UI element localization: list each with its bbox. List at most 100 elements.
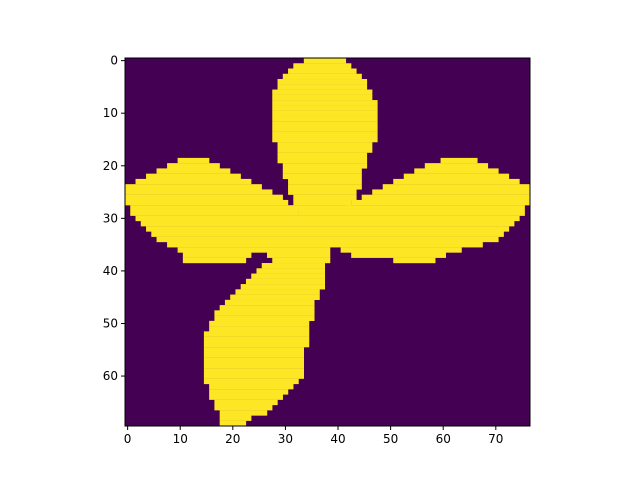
heatmap-cell-run xyxy=(282,163,368,169)
heatmap-cells xyxy=(125,58,531,427)
heatmap-cell-run xyxy=(209,383,294,390)
heatmap-cell-run xyxy=(135,178,252,185)
heatmap-cell-run xyxy=(156,236,499,243)
heatmap-cell-run xyxy=(135,215,520,222)
heatmap-cell-run xyxy=(288,68,357,74)
y-tick-label: 40 xyxy=(103,264,118,278)
heatmap-cell-run xyxy=(277,152,368,159)
heatmap-cell-run xyxy=(277,79,368,85)
heatmap-cell-run xyxy=(167,163,220,169)
heatmap-cell-run xyxy=(151,231,504,237)
heatmap-cell-run xyxy=(182,257,247,264)
x-tick-label: 30 xyxy=(278,432,293,446)
heatmap-cell-run xyxy=(203,378,299,385)
heatmap-cell-run xyxy=(214,399,278,406)
heatmap-cell-run xyxy=(393,178,520,185)
heatmap-cell-run xyxy=(288,189,357,195)
x-tick-label: 60 xyxy=(436,432,451,446)
x-tick-label: 20 xyxy=(225,432,240,446)
heatmap-cell-run xyxy=(219,415,252,421)
heatmap-cell-run xyxy=(272,257,331,264)
heatmap-cell-run xyxy=(209,394,283,400)
heatmap-cell-run xyxy=(251,273,326,279)
x-tick-label: 50 xyxy=(383,432,398,446)
heatmap-cell-run xyxy=(125,189,273,195)
heatmap-cell-run xyxy=(156,168,231,174)
heatmap-cell-run xyxy=(277,157,368,164)
heatmap-cell-run xyxy=(125,199,289,206)
heatmap-cell-run xyxy=(393,257,436,264)
heatmap-cell-run xyxy=(272,89,373,95)
heatmap-cell-run xyxy=(298,210,347,216)
y-tick-label: 30 xyxy=(103,211,118,225)
heatmap-cell-run xyxy=(382,184,531,190)
heatmap-cell-run xyxy=(214,404,273,411)
heatmap-cell-run xyxy=(440,157,478,164)
heatmap-cell-run xyxy=(272,121,378,127)
heatmap-cell-run xyxy=(282,173,362,180)
heatmap-cell-run xyxy=(282,168,362,174)
heatmap-cell-run xyxy=(293,199,352,206)
heatmap-cell-run xyxy=(203,331,310,337)
heatmap-cell-run xyxy=(245,278,326,285)
heatmap-cell-run xyxy=(203,336,310,343)
heatmap-cell-run xyxy=(209,389,289,395)
heatmap-cell-run xyxy=(272,131,378,138)
heatmap-cell-run xyxy=(282,73,362,80)
heatmap-cell-run xyxy=(177,157,210,164)
y-axis: 0 10 20 30 40 50 60 xyxy=(103,54,125,383)
heatmap-cell-run xyxy=(130,210,299,216)
heatmap-cell-run xyxy=(267,252,331,258)
heatmap-cell-run xyxy=(351,199,531,206)
heatmap-cell-run xyxy=(214,310,315,316)
heatmap-cell-run xyxy=(303,58,347,64)
x-tick-label: 40 xyxy=(330,432,345,446)
heatmap-cell-run xyxy=(203,347,304,353)
heatmap-cell-run xyxy=(345,210,525,216)
heatmap-cell-run xyxy=(361,194,531,201)
x-tick-label: 0 xyxy=(124,432,132,446)
heatmap-cell-run xyxy=(288,178,362,185)
heatmap-cell-run xyxy=(203,362,304,369)
heatmap-cell-run xyxy=(272,100,378,106)
y-tick-label: 50 xyxy=(103,316,118,330)
x-tick-label: 10 xyxy=(173,432,188,446)
heatmap-cell-run xyxy=(167,242,483,248)
heatmap-cell-run xyxy=(372,189,531,195)
heatmap-cell-run xyxy=(277,147,373,153)
heatmap-cell-run xyxy=(203,341,310,348)
heatmap-cell-run xyxy=(130,205,294,211)
heatmap-cell-run xyxy=(224,299,315,306)
heatmap-cell-run xyxy=(182,252,252,258)
plot-frame xyxy=(124,57,531,427)
y-tick-label: 10 xyxy=(103,106,118,120)
heatmap-cell-run xyxy=(125,194,283,201)
heatmap-cell-run xyxy=(293,205,352,211)
heatmap-cell-run xyxy=(203,352,304,358)
x-axis: 0 10 20 30 40 50 60 70 xyxy=(124,426,503,446)
heatmap-cell-run xyxy=(272,105,378,111)
heatmap-cell-run xyxy=(414,168,499,174)
y-tick-label: 60 xyxy=(103,369,118,383)
heatmap-cell-run xyxy=(256,268,326,274)
heatmap-cell-run xyxy=(293,194,357,201)
heatmap-cell-run xyxy=(288,184,362,190)
heatmap-cell-run xyxy=(340,247,462,253)
heatmap-cell-run xyxy=(272,110,378,116)
heatmap-cell-run xyxy=(230,294,320,300)
y-tick-label: 20 xyxy=(103,159,118,173)
heatmap-cell-run xyxy=(140,220,515,227)
heatmap-cell-run xyxy=(293,63,352,69)
heatmap-cell-run xyxy=(203,368,304,374)
heatmap-cell-run xyxy=(272,115,378,122)
heatmap-cell-run xyxy=(125,184,262,190)
heatmap-cell-run xyxy=(345,205,525,211)
heatmap-cell-run xyxy=(351,252,446,258)
y-tick-label: 0 xyxy=(110,54,118,68)
heatmap-cell-run xyxy=(424,163,489,169)
heatmap-cell-run xyxy=(209,326,310,332)
x-tick-label: 70 xyxy=(488,432,503,446)
heatmap-cell-run xyxy=(203,373,304,379)
